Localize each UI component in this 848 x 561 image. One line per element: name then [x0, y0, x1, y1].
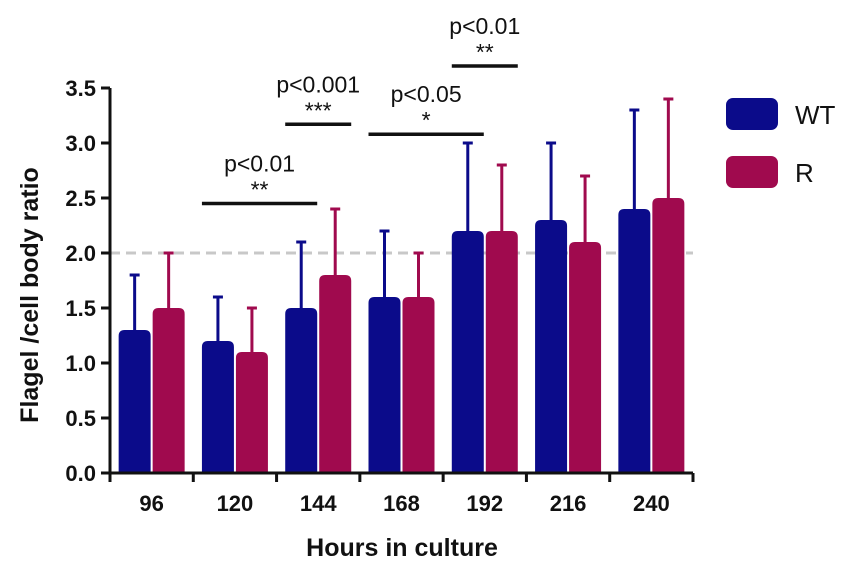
y-axis-title: Flagel /cell body ratio — [16, 167, 44, 423]
bar-r-96 — [152, 308, 185, 473]
y-tick-label: 0.5 — [65, 406, 96, 431]
x-tick-label: 144 — [300, 491, 337, 516]
x-tick-label: 216 — [550, 491, 587, 516]
y-tick-label: 1.5 — [65, 296, 96, 321]
bar-r-168 — [402, 297, 435, 473]
bar-r-216 — [569, 242, 602, 473]
legend: WT R — [726, 98, 836, 188]
x-tick-label: 168 — [383, 491, 420, 516]
significance-stars: * — [422, 107, 431, 133]
legend-label-r: R — [795, 158, 814, 188]
x-tick-label: 240 — [633, 491, 670, 516]
y-tick-label: 0.0 — [65, 461, 96, 486]
significance-stars: ** — [251, 177, 269, 203]
legend-swatch-wt — [726, 98, 778, 130]
significance-stars: *** — [305, 97, 332, 123]
legend-swatch-r — [726, 156, 778, 188]
significance-stars: ** — [476, 39, 494, 65]
bar-wt-240 — [618, 209, 651, 473]
p-value-label: p<0.01 — [224, 151, 295, 177]
p-value-label: p<0.05 — [391, 81, 462, 107]
bar-r-144 — [319, 275, 352, 473]
x-tick-label: 192 — [466, 491, 503, 516]
bar-r-192 — [485, 231, 518, 473]
x-tick-label: 96 — [139, 491, 163, 516]
bar-wt-216 — [535, 220, 568, 473]
y-tick-label: 3.5 — [65, 76, 96, 101]
axes-layer: 0.0 0.5 1.0 1.5 2.0 2.5 3.0 3.5 96 120 144 168 192 21… — [65, 76, 695, 516]
bar-wt-144 — [285, 308, 318, 473]
bar-r-120 — [235, 352, 268, 473]
p-value-label: p<0.001 — [276, 71, 360, 97]
y-tick-label: 1.0 — [65, 351, 96, 376]
bar-wt-96 — [118, 330, 151, 473]
x-axis-title: Hours in culture — [306, 534, 498, 561]
significance-annotations: **p<0.01***p<0.001*p<0.05**p<0.01 — [201, 13, 520, 206]
y-tick-label: 2.0 — [65, 241, 96, 266]
bar-r-240 — [652, 198, 685, 473]
y-tick-label: 3.0 — [65, 131, 96, 156]
bar-wt-168 — [368, 297, 401, 473]
legend-label-wt: WT — [795, 100, 836, 130]
x-tick-label: 120 — [217, 491, 254, 516]
p-value-label: p<0.01 — [449, 13, 520, 39]
bars-layer — [118, 97, 685, 473]
y-tick-label: 2.5 — [65, 186, 96, 211]
bar-wt-192 — [451, 231, 484, 473]
bar-wt-120 — [201, 341, 234, 473]
